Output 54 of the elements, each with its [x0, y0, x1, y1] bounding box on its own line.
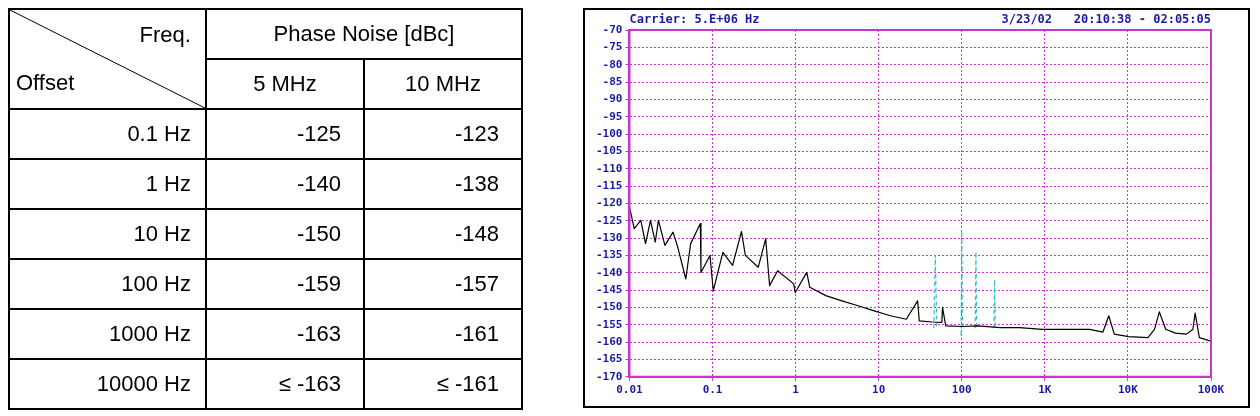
y-tick-label: -85 — [602, 74, 623, 88]
data-label: -159 — [205, 259, 364, 309]
chart-title: Phase Noise [dBc] — [205, 9, 522, 59]
data-label: -161 — [363, 309, 522, 359]
text: ≤ -161 — [436, 371, 499, 396]
y-tick-label: -120 — [595, 196, 623, 210]
chart-subtitle: 3/23/02 20:10:38 - 02:05:05 — [1001, 12, 1211, 27]
x-tick-label: 100 — [951, 383, 972, 397]
y-tick-label: -115 — [595, 178, 623, 192]
x-tick-label: 10 — [872, 383, 886, 397]
y-tick-label: -125 — [595, 213, 623, 227]
data-label: -125 — [205, 109, 364, 159]
y-tick-label: -70 — [602, 22, 623, 36]
x-tick-label: 0.1 — [702, 383, 723, 397]
x-tick-label: 10K — [1117, 383, 1139, 397]
y-tick-label: -140 — [595, 265, 623, 279]
data-label: -163 — [205, 309, 364, 359]
y-tick-label: -105 — [595, 144, 623, 158]
data-label: -138 — [363, 159, 522, 209]
y-tick-label: -135 — [595, 248, 623, 262]
data-label: -140 — [205, 159, 364, 209]
x-axis-title: Freq. — [138, 21, 192, 49]
y-tick-label: -90 — [602, 92, 623, 106]
y-tick-label: 0.1 Hz — [9, 109, 206, 159]
y-tick-label: -100 — [595, 126, 623, 140]
y-tick-label: -145 — [595, 282, 623, 296]
y-tick-label: 1000 Hz — [9, 309, 206, 359]
y-tick-label: -95 — [602, 109, 623, 123]
data-label: -150 — [205, 209, 364, 259]
y-tick-label: 10 Hz — [9, 209, 206, 259]
x-tick-label: 1 — [792, 383, 800, 397]
y-tick-label: 100 Hz — [9, 259, 206, 309]
x-tick-label: 0.01 — [616, 383, 644, 397]
chart-title: Carrier: 5.E+06 Hz — [629, 12, 760, 27]
y-tick-label: 1 Hz — [9, 159, 206, 209]
x-tick-label: 1K — [1038, 383, 1052, 397]
x-tick-label: 5 MHz — [205, 59, 364, 109]
y-tick-label: -155 — [595, 317, 623, 331]
y-tick-label: -170 — [595, 369, 623, 383]
y-tick-label: -110 — [595, 161, 623, 175]
y-tick-label: -75 — [602, 40, 623, 54]
y-tick-label: -80 — [602, 57, 623, 71]
x-tick-label: 100K — [1197, 383, 1225, 397]
y-tick-label: -130 — [595, 230, 623, 244]
text: ≤ -163 — [278, 371, 341, 396]
x-tick-label: 10 MHz — [363, 59, 522, 109]
data-label: -157 — [363, 259, 522, 309]
y-axis-title: Offset — [15, 69, 76, 97]
y-tick-label: -160 — [595, 334, 623, 348]
data-label: -148 — [363, 209, 522, 259]
y-tick-label: -150 — [595, 300, 623, 314]
y-tick-label: -165 — [595, 352, 623, 366]
data-label: -123 — [363, 109, 522, 159]
y-tick-label: 10000 Hz — [9, 359, 206, 409]
